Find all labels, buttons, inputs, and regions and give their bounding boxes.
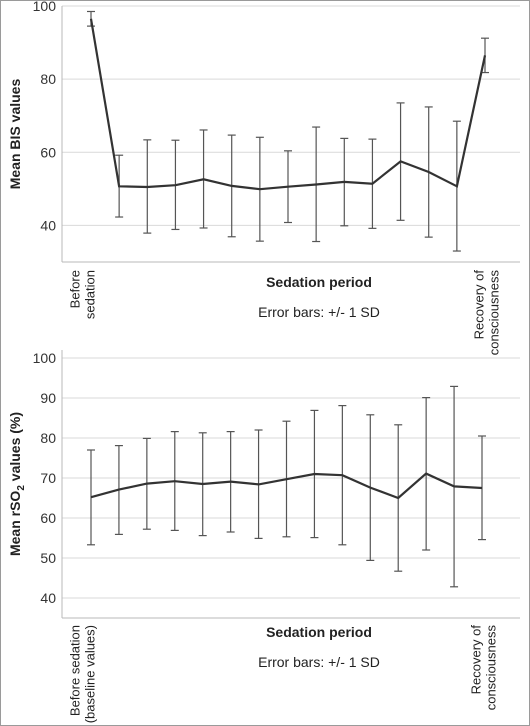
x-category-label-first: Before (68, 270, 83, 308)
y-tick-label: 80 (40, 71, 56, 87)
y-tick-label: 100 (33, 0, 57, 14)
y-axis-label-part: values (%) (7, 412, 23, 485)
mean-line (89, 18, 487, 191)
y-tick-label: 50 (40, 550, 56, 566)
y-tick-label: 100 (33, 350, 57, 366)
x-category-label-last: consciousness (487, 270, 502, 356)
error-bar-note: Error bars: +/- 1 SD (258, 304, 380, 320)
y-axis-label-part: Mean rSO (7, 491, 23, 556)
y-tick-label: 60 (40, 144, 56, 160)
x-category-label-last: Recovery of (469, 625, 484, 695)
error-bar-note: Error bars: +/- 1 SD (258, 654, 380, 670)
y-tick-label: 40 (40, 590, 56, 606)
y-axis-label: Mean BIS values (7, 79, 23, 190)
x-axis-label: Sedation period (266, 274, 372, 290)
y-tick-label: 90 (40, 390, 56, 406)
y-axis-label-subscript: 2 (16, 485, 27, 491)
y-tick-label: 60 (40, 510, 56, 526)
x-category-label-first: (baseline values) (83, 625, 98, 723)
chart-1: 40 60 80 100 Mean BIS values Sedation period E… (7, 0, 520, 355)
y-tick-label: 40 (40, 217, 56, 233)
x-category-label-first: Before sedation (68, 625, 83, 716)
y-tick-label: 80 (40, 430, 56, 446)
x-category-label-last: consciousness (484, 625, 499, 711)
x-category-label-first: sedation (83, 270, 98, 319)
y-axis-label: Mean rSO2 values (%) (7, 412, 27, 556)
x-category-label-last: Recovery of (472, 270, 487, 340)
mean-line (90, 472, 483, 500)
y-tick-label: 70 (40, 470, 56, 486)
x-axis-label: Sedation period (266, 624, 372, 640)
chart-2: 40 50 60 70 80 90 100 Mean rSO2 values (%) Sedat… (7, 350, 520, 723)
